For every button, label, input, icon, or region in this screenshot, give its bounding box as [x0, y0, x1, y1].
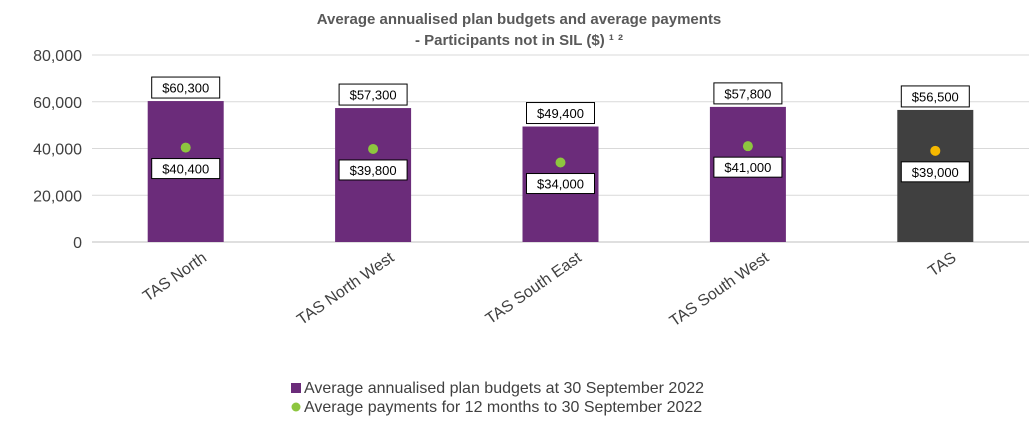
point-value-label: $40,400: [162, 162, 209, 177]
y-tick-label: 40,000: [33, 142, 82, 159]
y-tick-label: 20,000: [33, 188, 82, 205]
point: [930, 145, 941, 156]
x-tick-label: TAS North West: [294, 249, 398, 329]
point-value-label: $39,800: [350, 163, 397, 178]
chart-subtitle: - Participants not in SIL ($) ¹ ²: [415, 32, 623, 49]
bar-value-label: $57,300: [350, 88, 397, 103]
chart-title: Average annualised plan budgets and aver…: [317, 11, 722, 28]
point-value-label: $39,000: [912, 165, 959, 180]
point-label-box: [526, 173, 595, 195]
bar-value-label: $57,800: [724, 86, 771, 101]
y-tick-label: 60,000: [33, 95, 82, 112]
bar-label-box: [900, 85, 970, 108]
legend-label-budgets: Average annualised plan budgets at 30 Se…: [304, 380, 704, 397]
y-tick-label: 0: [73, 235, 82, 252]
bar-value-label: $60,300: [162, 81, 209, 96]
x-tick-label: TAS North: [140, 249, 210, 305]
point: [368, 143, 379, 154]
point: [742, 141, 753, 152]
point-label-box: [900, 161, 970, 183]
point: [555, 157, 566, 168]
bar-label-box: [338, 83, 408, 106]
legend-label-payments: Average payments for 12 months to 30 Sep…: [304, 399, 702, 416]
x-tick-label: TAS: [925, 249, 959, 280]
point-label-box: [338, 159, 408, 181]
bar-label-box: [713, 82, 783, 105]
point-value-label: $41,000: [724, 160, 771, 175]
x-tick-label: TAS South West: [667, 249, 773, 330]
y-axis: 0 20,000 40,000 60,000 80,000: [33, 48, 82, 252]
legend-bar-swatch: [291, 383, 301, 393]
point-label-box: [151, 158, 221, 180]
point-label-box: [713, 156, 783, 178]
bar-value-label: $49,400: [537, 106, 584, 121]
bar-label-box: [526, 102, 595, 125]
point-series: $40,400 $39,800 $34,000 $41,000 $39,000: [151, 141, 970, 195]
y-tick-label: 80,000: [33, 48, 82, 65]
legend: Average annualised plan budgets at 30 Se…: [291, 380, 704, 416]
x-tick-label: TAS South East: [483, 249, 585, 328]
legend-point-swatch: [291, 402, 301, 412]
point-value-label: $34,000: [537, 177, 584, 192]
bar-value-label: $56,500: [912, 89, 959, 104]
bar-label-box: [151, 76, 221, 99]
x-axis: TAS North TAS North West TAS South East TAS…: [140, 249, 960, 330]
point: [180, 142, 191, 153]
